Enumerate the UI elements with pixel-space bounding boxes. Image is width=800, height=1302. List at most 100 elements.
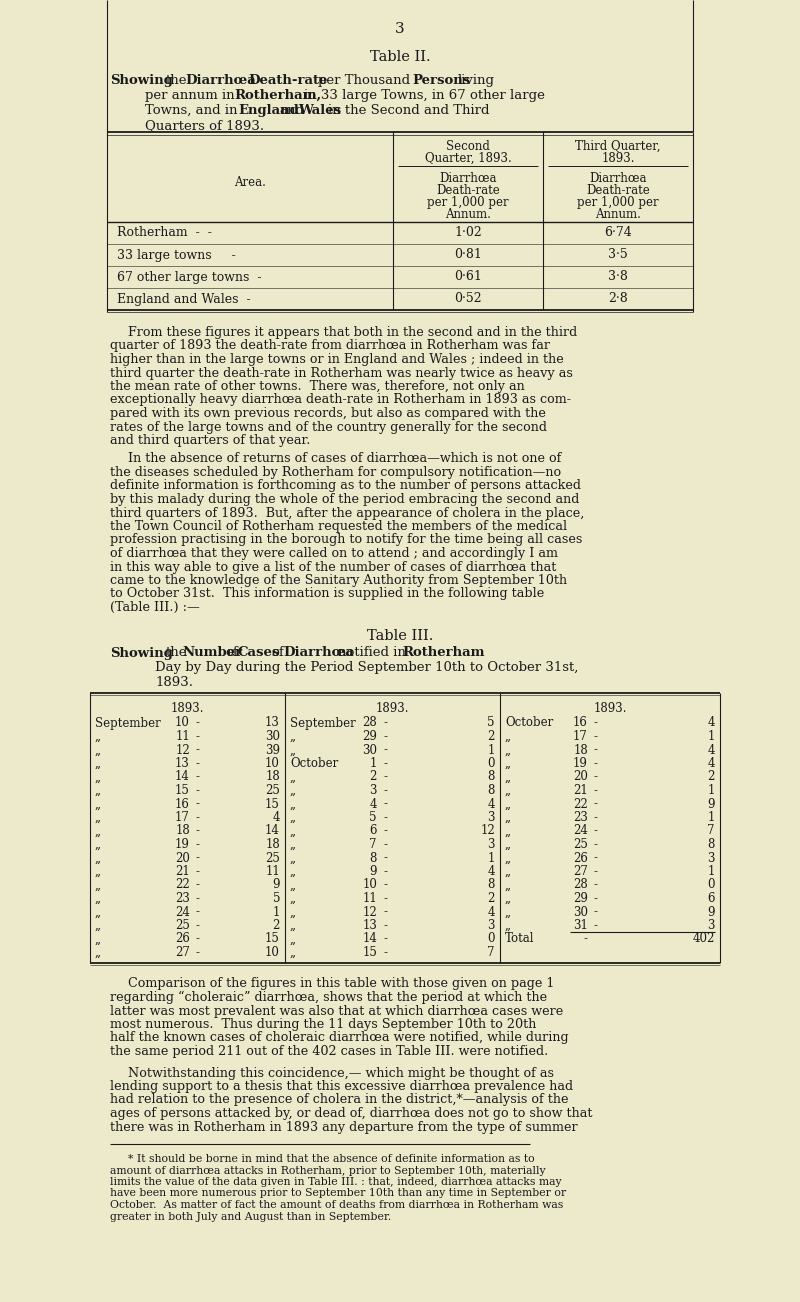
Text: „: „ xyxy=(290,905,296,918)
Text: 9: 9 xyxy=(273,879,280,892)
Text: 2: 2 xyxy=(488,892,495,905)
Text: Diarrhœa: Diarrhœa xyxy=(283,647,354,660)
Text: 11: 11 xyxy=(362,892,377,905)
Text: pared with its own previous records, but also as compared with the: pared with its own previous records, but… xyxy=(110,408,546,421)
Text: -: - xyxy=(196,743,200,756)
Text: „: „ xyxy=(95,824,101,837)
Text: 29: 29 xyxy=(573,892,588,905)
Text: the: the xyxy=(166,647,187,660)
Text: „: „ xyxy=(505,756,511,769)
Text: 3: 3 xyxy=(487,838,495,852)
Text: 12: 12 xyxy=(175,743,190,756)
Text: 25: 25 xyxy=(265,784,280,797)
Text: -: - xyxy=(383,756,387,769)
Text: -: - xyxy=(196,838,200,852)
Text: 1893.: 1893. xyxy=(602,152,634,165)
Text: and: and xyxy=(279,104,304,117)
Text: -: - xyxy=(594,743,598,756)
Text: 15: 15 xyxy=(362,947,377,960)
Text: „: „ xyxy=(95,947,101,960)
Text: „: „ xyxy=(505,919,511,932)
Text: 11: 11 xyxy=(175,730,190,743)
Text: -: - xyxy=(196,798,200,811)
Text: -: - xyxy=(594,811,598,824)
Text: 14: 14 xyxy=(362,932,377,945)
Text: Diarrhœa: Diarrhœa xyxy=(590,172,646,185)
Text: -: - xyxy=(196,919,200,932)
Text: Quarter, 1893.: Quarter, 1893. xyxy=(425,152,511,165)
Text: 4: 4 xyxy=(487,905,495,918)
Text: 2·8: 2·8 xyxy=(608,293,628,306)
Text: -: - xyxy=(383,892,387,905)
Text: „: „ xyxy=(505,865,511,878)
Text: -: - xyxy=(196,932,200,945)
Text: „: „ xyxy=(95,838,101,852)
Text: -: - xyxy=(196,730,200,743)
Text: third quarter the death-rate in Rotherham was nearly twice as heavy as: third quarter the death-rate in Rotherha… xyxy=(110,366,573,379)
Text: „: „ xyxy=(505,784,511,797)
Text: latter was most prevalent was also that at which diarrhœa cases were: latter was most prevalent was also that … xyxy=(110,1005,563,1017)
Text: Area.: Area. xyxy=(234,176,266,189)
Text: 23: 23 xyxy=(175,892,190,905)
Text: In the absence of returns of cases of diarrhœa—which is not one of: In the absence of returns of cases of di… xyxy=(128,453,562,466)
Text: 12: 12 xyxy=(480,824,495,837)
Text: higher than in the large towns or in England and Wales ; indeed in the: higher than in the large towns or in Eng… xyxy=(110,353,564,366)
Text: -: - xyxy=(594,784,598,797)
Text: „: „ xyxy=(290,865,296,878)
Text: * It should be borne in mind that the absence of definite information as to: * It should be borne in mind that the ab… xyxy=(128,1154,534,1164)
Text: -: - xyxy=(594,905,598,918)
Text: 8: 8 xyxy=(488,784,495,797)
Text: 4: 4 xyxy=(707,716,715,729)
Text: quarter of 1893 the death-rate from diarrhœa in Rotherham was far: quarter of 1893 the death-rate from diar… xyxy=(110,340,550,353)
Text: 1893.: 1893. xyxy=(170,702,204,715)
Text: -: - xyxy=(583,932,587,945)
Text: -: - xyxy=(594,892,598,905)
Text: per 1,000 per: per 1,000 per xyxy=(427,197,509,210)
Text: lending support to a thesis that this excessive diarrhœa prevalence had: lending support to a thesis that this ex… xyxy=(110,1079,573,1092)
Text: 9: 9 xyxy=(707,798,715,811)
Text: 3: 3 xyxy=(707,919,715,932)
Text: 22: 22 xyxy=(574,798,588,811)
Text: 0: 0 xyxy=(707,879,715,892)
Text: ages of persons attacked by, or dead of, diarrhœa does not go to show that: ages of persons attacked by, or dead of,… xyxy=(110,1107,593,1120)
Text: amount of diarrhœa attacks in Rotherham, prior to September 10th, materially: amount of diarrhœa attacks in Rotherham,… xyxy=(110,1165,546,1176)
Text: the diseases scheduled by Rotherham for compulsory notification—no: the diseases scheduled by Rotherham for … xyxy=(110,466,561,479)
Text: 23: 23 xyxy=(573,811,588,824)
Text: -: - xyxy=(383,905,387,918)
Text: 9: 9 xyxy=(370,865,377,878)
Text: „: „ xyxy=(290,932,296,945)
Text: 15: 15 xyxy=(265,932,280,945)
Text: of diarrhœa that they were called on to attend ; and accordingly I am: of diarrhœa that they were called on to … xyxy=(110,547,558,560)
Text: -: - xyxy=(383,932,387,945)
Text: 17: 17 xyxy=(573,730,588,743)
Text: 30: 30 xyxy=(265,730,280,743)
Text: September: September xyxy=(290,716,356,729)
Text: 26: 26 xyxy=(573,852,588,865)
Text: „: „ xyxy=(290,824,296,837)
Text: „: „ xyxy=(95,811,101,824)
Text: 0·61: 0·61 xyxy=(454,271,482,284)
Text: 8: 8 xyxy=(708,838,715,852)
Text: 13: 13 xyxy=(175,756,190,769)
Text: England and Wales  -: England and Wales - xyxy=(117,293,250,306)
Text: per 1,000 per: per 1,000 per xyxy=(577,197,659,210)
Text: 1·02: 1·02 xyxy=(454,227,482,240)
Text: -: - xyxy=(594,919,598,932)
Text: -: - xyxy=(383,824,387,837)
Text: 20: 20 xyxy=(573,771,588,784)
Text: „: „ xyxy=(505,892,511,905)
Text: „: „ xyxy=(505,838,511,852)
Text: Annum.: Annum. xyxy=(445,208,491,221)
Text: Wales: Wales xyxy=(298,104,341,117)
Text: of: of xyxy=(225,647,238,660)
Text: 30: 30 xyxy=(573,905,588,918)
Text: Persons: Persons xyxy=(412,74,470,87)
Text: 5: 5 xyxy=(273,892,280,905)
Text: and third quarters of that year.: and third quarters of that year. xyxy=(110,434,310,447)
Text: 3: 3 xyxy=(395,22,405,36)
Text: to October 31st.  This information is supplied in the following table: to October 31st. This information is sup… xyxy=(110,587,544,600)
Text: „: „ xyxy=(95,798,101,811)
Text: Death-rate: Death-rate xyxy=(586,184,650,197)
Text: England: England xyxy=(238,104,298,117)
Text: „: „ xyxy=(95,905,101,918)
